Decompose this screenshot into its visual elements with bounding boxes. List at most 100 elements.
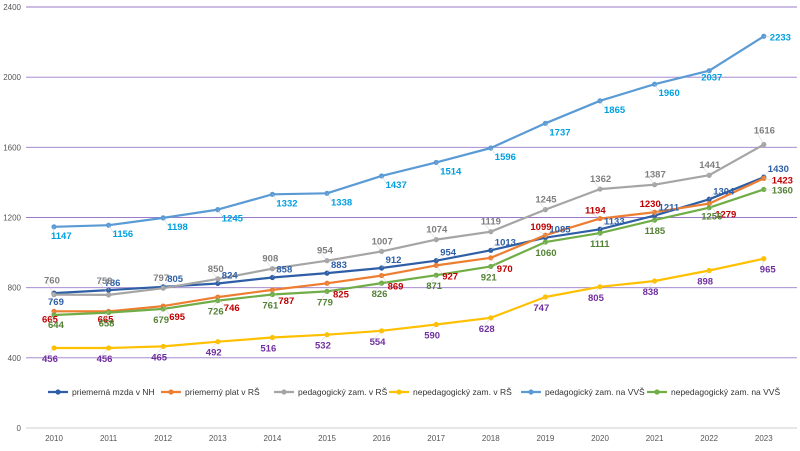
- data-point: [433, 159, 439, 166]
- x-tick-label: 2019: [537, 434, 555, 443]
- data-point: [106, 222, 112, 228]
- y-axis-ticks: 0 400 800 1200 1600 2000 2400: [3, 3, 21, 433]
- leader-line: [49, 293, 55, 303]
- data-labels: 769 786 805 824 858 883 912 954 1013 1085 1133 1211…: [42, 32, 793, 365]
- leader-line: [43, 311, 55, 320]
- leader-line: [654, 84, 661, 94]
- leader-line: [98, 347, 109, 360]
- data-point: [215, 280, 221, 287]
- x-tick-label: 2017: [427, 434, 445, 443]
- data-label: 871: [426, 281, 443, 292]
- series-line: [53, 188, 765, 317]
- leader-line: [371, 330, 382, 342]
- leader-line: [428, 229, 437, 240]
- leader-line: [532, 227, 546, 236]
- data-label: 456: [97, 354, 113, 365]
- leader-line: [490, 242, 497, 251]
- leader-line: [763, 178, 774, 181]
- leader-line: [154, 308, 164, 321]
- leader-line: [217, 209, 225, 219]
- x-tick-label: 2021: [646, 434, 664, 443]
- leader-line: [699, 270, 710, 282]
- data-label: 1156: [113, 229, 134, 240]
- x-tick-label: 2010: [45, 434, 63, 443]
- data-label: 465: [151, 352, 168, 363]
- data-label: 492: [206, 348, 222, 359]
- data-label: 970: [497, 264, 513, 275]
- x-tick-label: 2015: [318, 434, 336, 443]
- leader-line: [435, 162, 443, 172]
- data-label: 1211: [659, 203, 680, 214]
- data-label: 1430: [768, 164, 789, 175]
- data-point: [706, 205, 712, 211]
- leader-line: [326, 193, 334, 203]
- data-label: 786: [105, 278, 121, 289]
- data-label: 1423: [772, 175, 793, 186]
- data-label: 898: [697, 276, 713, 287]
- data-label: 726: [208, 307, 224, 318]
- leader-line: [482, 221, 491, 232]
- leader-line: [599, 221, 607, 230]
- y-tick-label: 2400: [3, 3, 21, 12]
- leader-line: [490, 147, 498, 158]
- data-label: 1304: [713, 186, 735, 197]
- y-tick-label: 0: [17, 424, 22, 433]
- data-label: 779: [317, 297, 333, 308]
- leader-line: [316, 334, 328, 346]
- data-label: 965: [760, 265, 777, 276]
- leader-line: [99, 311, 109, 320]
- x-tick-label: 2018: [482, 434, 500, 443]
- leader-line: [646, 219, 655, 232]
- leader-line: [318, 291, 328, 303]
- leader-line: [262, 337, 273, 349]
- data-label: 1441: [699, 160, 721, 171]
- leader-line: [761, 258, 765, 270]
- data-label: 2037: [701, 73, 722, 84]
- data-label: 858: [276, 264, 292, 275]
- data-label: 1085: [549, 225, 571, 236]
- data-label: 826: [372, 289, 388, 300]
- x-tick-label: 2011: [100, 434, 118, 443]
- leader-line: [703, 70, 710, 78]
- data-label: 1279: [715, 210, 736, 221]
- leader-line: [755, 130, 765, 145]
- leader-line: [108, 225, 115, 235]
- data-point: [215, 207, 221, 213]
- leader-line: [272, 289, 281, 302]
- data-label: 1185: [645, 226, 666, 237]
- legend-marker: [396, 389, 402, 395]
- data-label: 628: [479, 324, 495, 335]
- data-label: 1865: [604, 105, 626, 116]
- data-label: 644: [48, 320, 65, 331]
- data-label: 532: [315, 341, 331, 352]
- leader-line: [326, 283, 336, 295]
- leader-line: [537, 241, 546, 254]
- leader-line: [318, 250, 328, 261]
- leader-line: [381, 275, 390, 287]
- leader-line: [49, 314, 55, 326]
- data-label: 1256: [701, 212, 722, 223]
- leader-line: [646, 174, 655, 185]
- leader-line: [482, 266, 492, 278]
- leader-line: [763, 169, 770, 178]
- leader-line: [155, 278, 164, 289]
- legend-marker: [55, 389, 61, 395]
- data-label: 954: [440, 248, 457, 259]
- data-label: 850: [208, 264, 224, 275]
- data-point: [324, 190, 330, 196]
- data-label: 590: [424, 331, 440, 342]
- x-tick-label: 2013: [209, 434, 227, 443]
- data-label: 908: [262, 254, 278, 265]
- data-label: 1133: [604, 216, 625, 227]
- leader-line: [589, 286, 601, 298]
- leader-line: [537, 199, 546, 210]
- data-point: [706, 172, 712, 178]
- leader-line: [381, 259, 388, 269]
- leader-line: [43, 347, 55, 360]
- data-label: 1514: [440, 166, 462, 177]
- leader-line: [45, 280, 55, 295]
- leader-line: [599, 100, 607, 110]
- leader-line: [264, 294, 273, 306]
- data-point: [379, 173, 385, 179]
- leader-line: [272, 194, 279, 204]
